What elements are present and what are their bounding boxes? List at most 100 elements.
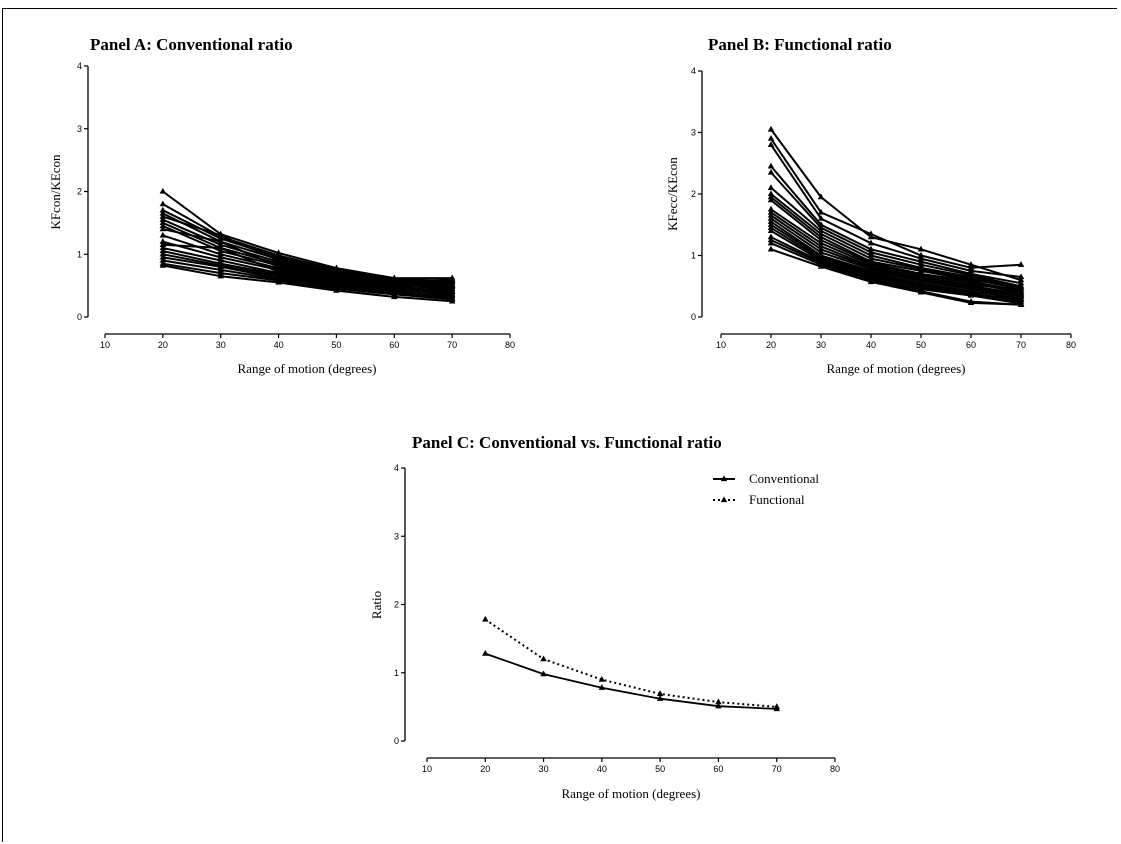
x-tick-label: 80 bbox=[830, 764, 840, 774]
x-tick-label: 80 bbox=[505, 340, 515, 350]
data-point-marker bbox=[767, 239, 775, 246]
data-point-marker bbox=[817, 239, 825, 246]
data-point-marker bbox=[767, 215, 775, 221]
data-point-marker bbox=[391, 293, 398, 300]
series-line-10 bbox=[770, 211, 1022, 291]
data-point-marker bbox=[448, 275, 456, 282]
data-point-marker bbox=[917, 267, 925, 274]
data-point-marker bbox=[159, 241, 167, 247]
data-point-marker bbox=[540, 670, 547, 677]
series-line-8 bbox=[770, 199, 1022, 293]
data-point-marker bbox=[967, 299, 975, 306]
data-point-marker bbox=[1017, 285, 1025, 292]
series-line-0 bbox=[162, 190, 453, 280]
data-point-marker bbox=[333, 287, 340, 293]
data-point-marker bbox=[817, 242, 825, 249]
y-tick-label: 1 bbox=[691, 251, 696, 261]
data-point-marker bbox=[598, 684, 606, 690]
data-point-marker bbox=[767, 162, 775, 169]
x-tick-label: 50 bbox=[655, 764, 665, 774]
data-point-marker bbox=[159, 247, 167, 254]
series-line-13 bbox=[162, 250, 453, 291]
x-tick-label: 70 bbox=[447, 340, 457, 350]
data-point-marker bbox=[767, 227, 775, 234]
x-tick-label: 20 bbox=[766, 340, 776, 350]
data-point-marker bbox=[817, 236, 825, 243]
data-point-marker bbox=[767, 196, 775, 203]
x-tick-label: 20 bbox=[158, 340, 168, 350]
y-axis-title: KFecc/KEcon bbox=[665, 157, 680, 231]
data-point-marker bbox=[767, 184, 775, 191]
series-line-9 bbox=[162, 234, 453, 288]
series-line-4 bbox=[162, 215, 453, 284]
data-point-marker bbox=[917, 261, 925, 267]
data-point-marker bbox=[817, 215, 825, 221]
data-point-marker bbox=[159, 216, 167, 222]
x-tick-label: 30 bbox=[816, 340, 826, 350]
data-point-marker bbox=[159, 231, 167, 238]
data-point-marker bbox=[767, 141, 775, 147]
y-tick-label: 2 bbox=[394, 600, 399, 610]
data-point-marker bbox=[159, 206, 167, 213]
data-point-marker bbox=[482, 615, 489, 622]
data-point-marker bbox=[817, 245, 825, 252]
y-tick-label: 2 bbox=[691, 189, 696, 199]
data-point-marker bbox=[867, 230, 875, 237]
data-point-marker bbox=[767, 193, 775, 200]
data-point-marker bbox=[715, 702, 722, 709]
x-tick-label: 40 bbox=[274, 340, 284, 350]
x-tick-label: 40 bbox=[597, 764, 607, 774]
data-point-marker bbox=[217, 269, 224, 276]
data-point-marker bbox=[448, 282, 456, 288]
chart-title: Panel C: Conventional vs. Functional rat… bbox=[412, 433, 722, 452]
data-point-marker bbox=[217, 266, 224, 273]
data-point-marker bbox=[159, 238, 167, 244]
legend-marker-1 bbox=[720, 496, 728, 503]
y-tick-label: 1 bbox=[394, 668, 399, 678]
data-point-marker bbox=[867, 239, 875, 246]
y-tick-label: 0 bbox=[394, 736, 399, 746]
y-tick-label: 0 bbox=[77, 312, 82, 322]
series-line-0 bbox=[485, 652, 777, 710]
data-point-marker bbox=[817, 248, 825, 255]
data-point-marker bbox=[867, 245, 875, 252]
data-point-marker bbox=[159, 256, 167, 263]
data-point-marker bbox=[767, 168, 775, 175]
data-point-marker bbox=[598, 675, 606, 682]
data-point-marker bbox=[159, 187, 167, 194]
y-tick-label: 4 bbox=[77, 61, 82, 71]
data-point-marker bbox=[867, 278, 875, 285]
data-point-marker bbox=[656, 695, 664, 701]
data-point-marker bbox=[767, 236, 775, 243]
x-tick-label: 70 bbox=[1016, 340, 1026, 350]
series-line-3 bbox=[770, 165, 1022, 285]
data-point-marker bbox=[867, 248, 875, 255]
series-line-7 bbox=[770, 196, 1022, 288]
series-line-20 bbox=[770, 248, 1022, 306]
data-point-marker bbox=[767, 224, 775, 230]
legend-label-1: Functional bbox=[749, 492, 805, 507]
y-tick-label: 1 bbox=[77, 249, 82, 259]
chart-panel-1: Panel B: Functional ratio 0 1 2 3 4 10 20 30 40 50… bbox=[665, 35, 1076, 376]
series-line-12 bbox=[770, 217, 1022, 297]
data-point-marker bbox=[767, 211, 775, 218]
x-tick-label: 10 bbox=[716, 340, 726, 350]
data-point-marker bbox=[159, 209, 167, 216]
data-point-marker bbox=[767, 208, 775, 215]
data-point-marker bbox=[1017, 282, 1025, 289]
series-line-16 bbox=[162, 259, 453, 298]
data-point-marker bbox=[217, 256, 224, 263]
y-axis-title: Ratio bbox=[369, 591, 384, 619]
data-point-marker bbox=[917, 251, 925, 258]
data-point-marker bbox=[217, 241, 224, 247]
x-tick-label: 70 bbox=[772, 764, 782, 774]
x-tick-label: 60 bbox=[966, 340, 976, 350]
y-axis-title: KFcon/KEcon bbox=[48, 154, 63, 230]
series-line-13 bbox=[770, 220, 1022, 298]
x-tick-label: 20 bbox=[480, 764, 490, 774]
data-point-marker bbox=[917, 245, 925, 252]
data-point-marker bbox=[275, 278, 282, 285]
series-line-5 bbox=[770, 187, 1022, 289]
y-tick-label: 3 bbox=[394, 531, 399, 541]
figure-frame bbox=[2, 8, 1117, 842]
